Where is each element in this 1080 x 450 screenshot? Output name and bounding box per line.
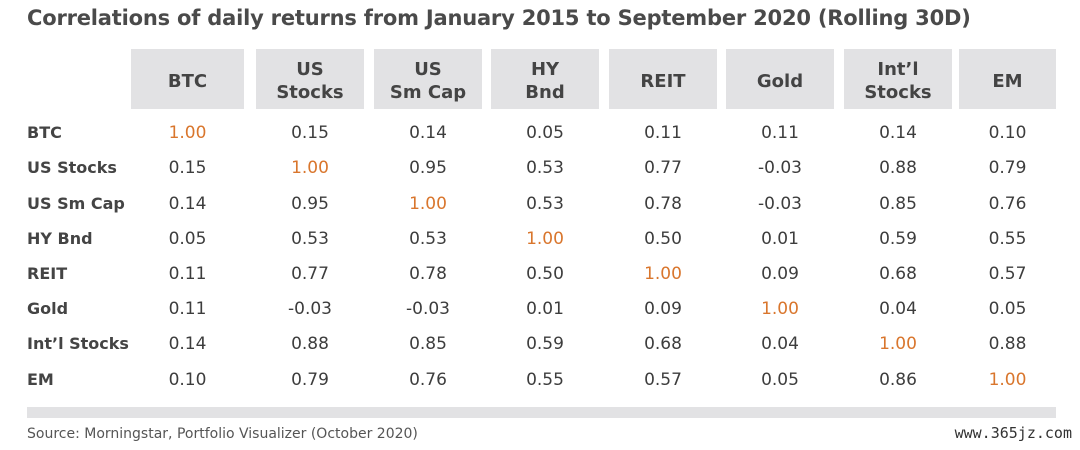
row-label: US Stocks: [27, 158, 117, 177]
table-cell: 0.01: [526, 299, 564, 319]
row-label: US Sm Cap: [27, 194, 125, 213]
column-header: Int’l Stocks: [844, 49, 952, 109]
table-cell: 1.00: [988, 370, 1027, 390]
table-cell: 0.95: [291, 194, 329, 214]
table-cell: 0.05: [988, 299, 1027, 319]
row-label: REIT: [27, 264, 68, 283]
table-cell: 0.68: [644, 334, 682, 354]
chart-title: Correlations of daily returns from Janua…: [27, 6, 971, 30]
row-label: Int’l Stocks: [27, 334, 129, 353]
column-header: HY Bnd: [491, 49, 599, 109]
table-cell: 0.14: [409, 123, 447, 143]
table-cell: 0.59: [879, 229, 917, 249]
table-cell: 0.59: [526, 334, 564, 354]
column-header: BTC: [131, 49, 244, 109]
table-cell: 0.95: [409, 158, 447, 178]
table-cell: 1.00: [761, 299, 799, 319]
table-cell: 0.86: [879, 370, 917, 390]
table-cell: 0.15: [291, 123, 329, 143]
table-cell: 0.09: [761, 264, 799, 284]
table-cell: 0.76: [409, 370, 447, 390]
table-cell: 0.04: [761, 334, 799, 354]
table-cell: 1.00: [291, 158, 329, 178]
row-label: EM: [27, 370, 54, 389]
table-cell: 0.15: [168, 158, 207, 178]
table-cell: 0.76: [988, 194, 1027, 214]
table-cell: 0.85: [409, 334, 447, 354]
table-cell: 0.09: [644, 299, 682, 319]
table-cell: 0.78: [409, 264, 447, 284]
table-cell: 0.14: [168, 194, 207, 214]
table-cell: 0.55: [988, 229, 1027, 249]
table-cell: -0.03: [406, 299, 450, 319]
table-cell: 0.53: [409, 229, 447, 249]
column-header: EM: [959, 49, 1056, 109]
table-cell: 0.01: [761, 229, 799, 249]
table-cell: -0.03: [758, 158, 802, 178]
table-cell: 0.14: [879, 123, 917, 143]
table-cell: 0.11: [644, 123, 682, 143]
column-header: US Sm Cap: [374, 49, 482, 109]
row-label: Gold: [27, 299, 69, 318]
table-cell: -0.03: [758, 194, 802, 214]
table-cell: 1.00: [168, 123, 207, 143]
table-cell: 1.00: [409, 194, 447, 214]
table-cell: 0.05: [526, 123, 564, 143]
table-cell: 0.57: [644, 370, 682, 390]
table-cell: 1.00: [879, 334, 917, 354]
table-cell: 0.77: [644, 158, 682, 178]
table-cell: 0.05: [168, 229, 207, 249]
table-cell: 1.00: [644, 264, 682, 284]
table-cell: 0.79: [291, 370, 329, 390]
table-cell: 0.88: [291, 334, 329, 354]
table-cell: 0.88: [879, 158, 917, 178]
table-cell: 0.88: [988, 334, 1027, 354]
table-cell: 0.53: [291, 229, 329, 249]
table-cell: 0.68: [879, 264, 917, 284]
row-label: HY Bnd: [27, 229, 93, 248]
row-label: BTC: [27, 123, 62, 142]
table-cell: 0.50: [644, 229, 682, 249]
column-header: Gold: [726, 49, 834, 109]
table-bottom-bar: [27, 407, 1056, 418]
table-cell: 0.05: [761, 370, 799, 390]
column-header: US Stocks: [256, 49, 364, 109]
watermark: www.365jz.com: [954, 424, 1072, 442]
table-cell: 0.50: [526, 264, 564, 284]
table-cell: 0.77: [291, 264, 329, 284]
table-cell: 0.04: [879, 299, 917, 319]
table-cell: 0.11: [168, 299, 207, 319]
table-cell: 0.10: [988, 123, 1027, 143]
table-cell: 0.14: [168, 334, 207, 354]
table-cell: 0.79: [988, 158, 1027, 178]
table-cell: 0.85: [879, 194, 917, 214]
table-cell: 0.53: [526, 158, 564, 178]
table-cell: 0.10: [168, 370, 207, 390]
column-header: REIT: [609, 49, 717, 109]
table-cell: 0.53: [526, 194, 564, 214]
table-cell: 0.11: [761, 123, 799, 143]
table-cell: -0.03: [288, 299, 332, 319]
table-cell: 1.00: [526, 229, 564, 249]
table-cell: 0.57: [988, 264, 1027, 284]
source-note: Source: Morningstar, Portfolio Visualize…: [27, 426, 418, 442]
table-cell: 0.78: [644, 194, 682, 214]
table-cell: 0.55: [526, 370, 564, 390]
table-cell: 0.11: [168, 264, 207, 284]
